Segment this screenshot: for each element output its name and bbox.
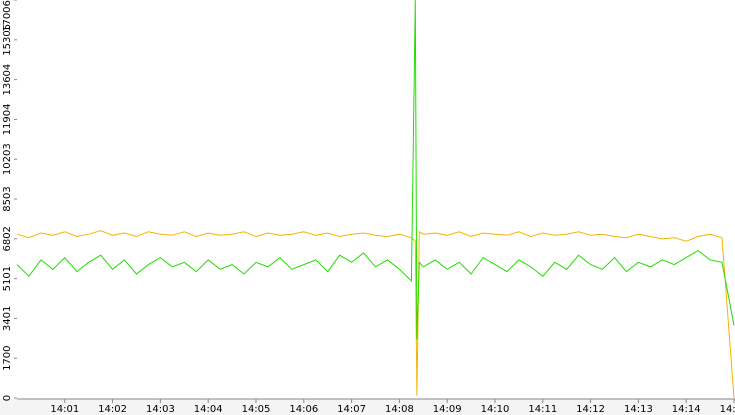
y-tick-label: 5101 (2, 266, 13, 291)
x-tick-label: 14:02 (98, 404, 127, 415)
y-tick-label: 3401 (2, 306, 13, 331)
x-tick-label: 14:03 (146, 404, 175, 415)
x-axis-band (0, 399, 735, 415)
x-tick-label: 14:11 (528, 404, 557, 415)
y-tick-label: 8503 (2, 186, 13, 211)
x-tick-label: 14:04 (194, 404, 223, 415)
x-tick-label: 14:13 (624, 404, 653, 415)
y-tick-label: 15305 (2, 24, 13, 56)
y-tick-label: 0 (2, 395, 13, 401)
x-tick-label: 14:06 (289, 404, 318, 415)
series-line (16, 0, 735, 340)
series-line (16, 230, 735, 399)
y-tick-label: 10203 (2, 143, 13, 175)
x-tick-label: 14:07 (337, 404, 366, 415)
x-tick-label: 14:08 (385, 404, 414, 415)
x-tick-label: 14:14 (672, 404, 701, 415)
x-tick-label: 14:10 (481, 404, 510, 415)
y-tick-label: 11904 (2, 103, 13, 135)
y-tick-label: 13604 (2, 64, 13, 96)
x-tick-label: 14:05 (242, 404, 271, 415)
x-tick-label: 14:15 (720, 404, 735, 415)
x-tick-label: 14:12 (576, 404, 605, 415)
y-tick-label: 1700 (2, 345, 13, 370)
x-tick-label: 14:01 (50, 404, 79, 415)
y-tick-label: 17006 (2, 0, 13, 32)
x-tick-label: 14:09 (433, 404, 462, 415)
y-tick-label: 6802 (2, 226, 13, 251)
